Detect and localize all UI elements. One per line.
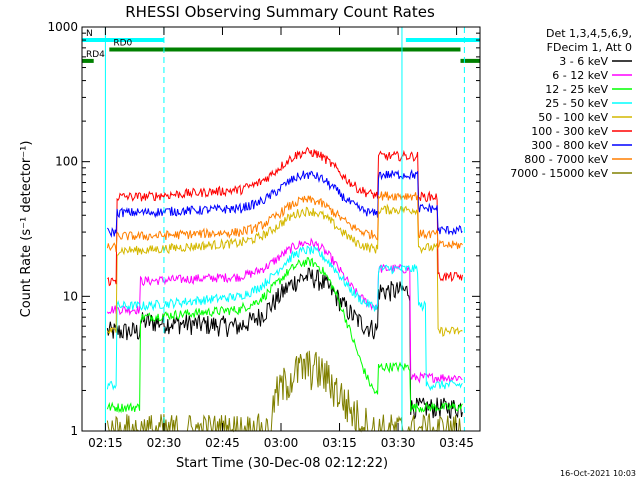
series-line-7	[107, 168, 463, 238]
series-line-5	[106, 203, 463, 337]
x-tick-label-4: 03:00	[264, 436, 299, 450]
series-line-1	[106, 267, 463, 420]
annotation-layer: N RD0 RD4	[82, 27, 480, 431]
annotation-label-2: RD0	[113, 39, 132, 49]
series-line-3	[106, 257, 463, 414]
legend: Det 1,3,4,5,6,9,FDecim 1, Att 03 - 6 keV…	[510, 27, 632, 180]
series-line-2	[106, 237, 463, 384]
y-tick-label-2: 10	[63, 289, 78, 303]
y-tick-label-3: 100	[55, 155, 78, 169]
x-tick-label-6: 03:30	[381, 436, 416, 450]
legend-label-9: 7000 - 15000 keV	[510, 167, 608, 180]
x-tick-label-7: 03:45	[439, 436, 474, 450]
series-line-6	[107, 146, 463, 287]
axes-layer: 02:15 02:30 02:45 03:00 03:15 03:30 03:45 1 10 10…	[47, 20, 480, 450]
series-line-9	[106, 350, 463, 433]
x-tick-label-2: 02:30	[147, 436, 182, 450]
legend-header-2: FDecim 1, Att 0	[547, 41, 632, 54]
y-axis-label: Count Rate (s⁻¹ detector⁻¹)	[19, 141, 34, 318]
legend-header-1: Det 1,3,4,5,6,9,	[546, 27, 632, 40]
series-line-8	[106, 191, 463, 253]
y-tick-label-1: 1	[70, 424, 78, 438]
legend-label-5: 50 - 100 keV	[538, 111, 608, 124]
plot-frame	[81, 26, 481, 432]
annotation-label-1: N	[86, 29, 93, 39]
legend-label-6: 100 - 300 keV	[531, 125, 608, 138]
legend-label-4: 25 - 50 keV	[545, 97, 608, 110]
data-layer	[106, 146, 463, 433]
legend-label-1: 3 - 6 keV	[559, 55, 608, 68]
footer-timestamp: 16-Oct-2021 10:03	[560, 469, 636, 478]
legend-label-2: 6 - 12 keV	[552, 69, 608, 82]
x-tick-label-5: 03:15	[322, 436, 357, 450]
legend-label-7: 300 - 800 keV	[531, 139, 608, 152]
chart-title: RHESSI Observing Summary Count Rates	[125, 3, 435, 21]
y-tick-label-4: 1000	[47, 20, 78, 34]
legend-label-8: 800 - 7000 keV	[524, 153, 608, 166]
legend-label-3: 12 - 25 keV	[545, 83, 608, 96]
series-line-4	[106, 245, 463, 392]
x-tick-label-3: 02:45	[205, 436, 240, 450]
x-axis-label: Start Time (30-Dec-08 02:12:22)	[176, 456, 388, 471]
x-tick-label-1: 02:15	[88, 436, 123, 450]
annotation-label-3: RD4	[86, 50, 105, 60]
